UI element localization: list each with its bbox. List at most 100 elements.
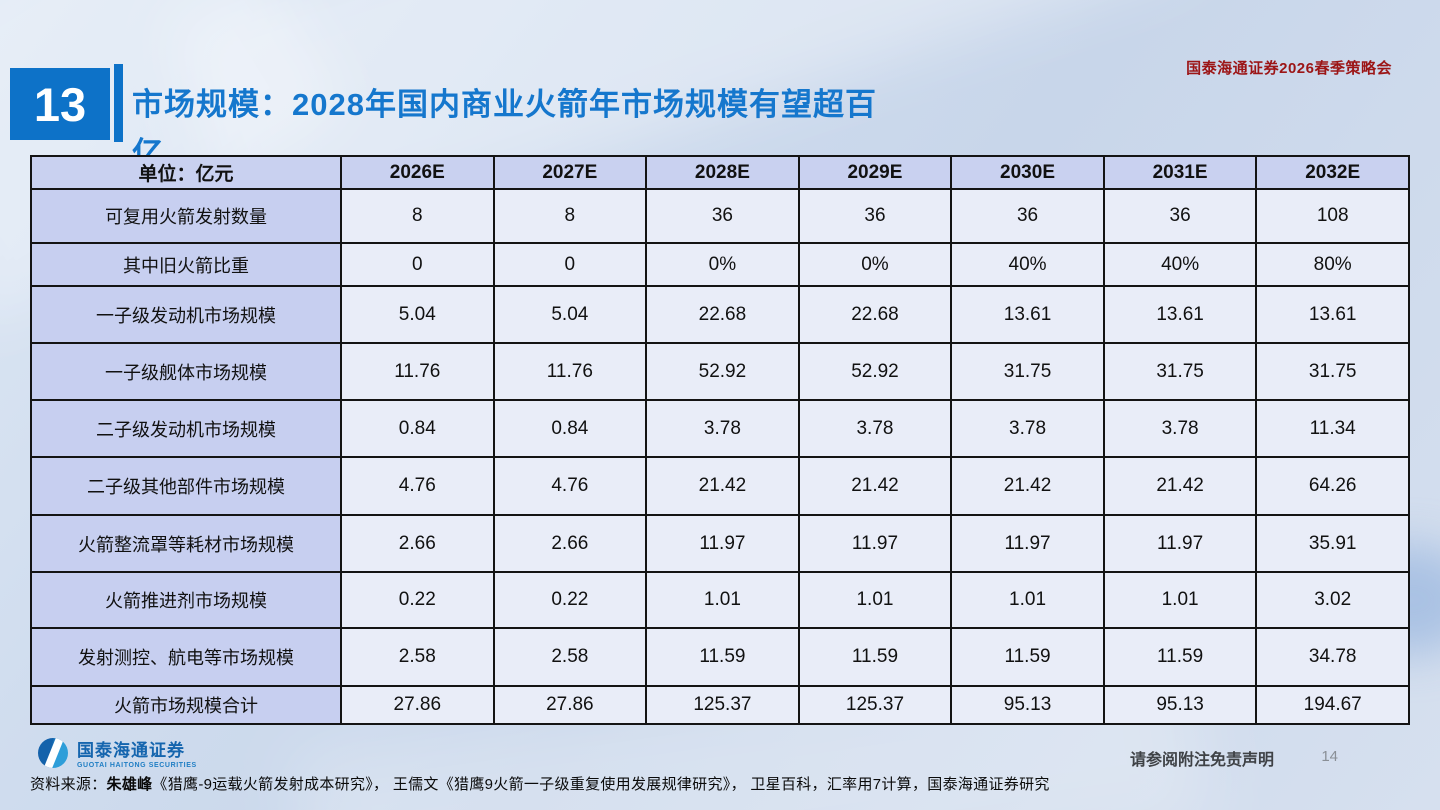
- table-cell: 11.34: [1255, 399, 1410, 458]
- table-cell: 80%: [1255, 242, 1410, 287]
- table-cell: 3.78: [797, 399, 953, 458]
- table-cell: 21.42: [950, 456, 1105, 516]
- logo-name-cn: 国泰海通证券: [77, 741, 185, 760]
- table-cell: 22.68: [645, 285, 800, 344]
- table-cell: 64.26: [1255, 456, 1410, 516]
- table-cell: 13.61: [950, 285, 1105, 344]
- table-cell: 13.61: [1255, 285, 1410, 344]
- source-author: 朱雄峰: [106, 776, 153, 793]
- table-cell: 125.37: [645, 685, 800, 725]
- row-label: 火箭整流罩等耗材市场规模: [30, 514, 342, 573]
- table-cell: 5.04: [340, 285, 495, 344]
- table-cell: 36: [797, 188, 953, 244]
- table-cell: 11.59: [797, 627, 953, 687]
- table-cell: 11.97: [645, 514, 800, 573]
- table-row: 二子级发动机市场规模 0.84 0.84 3.78 3.78 3.78 3.78 11.34: [30, 399, 1410, 458]
- table-row: 二子级其他部件市场规模 4.76 4.76 21.42 21.42 21.42 21.42 6…: [30, 456, 1410, 516]
- table-cell: 3.78: [950, 399, 1105, 458]
- table-row: 火箭整流罩等耗材市场规模 2.66 2.66 11.97 11.97 11.97 11.97…: [30, 514, 1410, 573]
- logo-text-block: 国泰海通证券 GUOTAI HAITONG SECURITIES: [77, 736, 197, 769]
- year-header-cell-4: 2030E: [950, 155, 1105, 190]
- table-cell: 95.13: [950, 685, 1105, 725]
- table-cell: 4.76: [340, 456, 495, 516]
- table-cell: 21.42: [797, 456, 953, 516]
- logo-name-en: GUOTAI HAITONG SECURITIES: [77, 762, 197, 769]
- year-header-cell-1: 2027E: [492, 155, 648, 190]
- source-rest: 《猎鹰-9运载火箭发射成本研究》， 王儒文《猎鹰9火箭一子级重复使用发展规律研究…: [152, 776, 1050, 793]
- table-cell: 36: [950, 188, 1105, 244]
- table-cell: 13.61: [1102, 285, 1258, 344]
- table-cell: 11.76: [340, 342, 495, 401]
- table-cell: 34.78: [1255, 627, 1410, 687]
- table-cell: 108: [1255, 188, 1410, 244]
- table-cell: 21.42: [645, 456, 800, 516]
- table-cell: 2.58: [492, 627, 648, 687]
- row-label: 一子级舰体市场规模: [30, 342, 342, 401]
- row-label: 一子级发动机市场规模: [30, 285, 342, 344]
- table-row: 其中旧火箭比重 0 0 0% 0% 40% 40% 80%: [30, 242, 1410, 287]
- table-cell: 31.75: [1255, 342, 1410, 401]
- row-label: 二子级其他部件市场规模: [30, 456, 342, 516]
- table-cell: 1.01: [797, 571, 953, 629]
- year-header-cell-5: 2031E: [1102, 155, 1258, 190]
- table-cell: 40%: [950, 242, 1105, 287]
- table-cell: 8: [340, 188, 495, 244]
- row-label: 火箭市场规模合计: [30, 685, 342, 725]
- table-row: 一子级发动机市场规模 5.04 5.04 22.68 22.68 13.61 13.61 13…: [30, 285, 1410, 344]
- year-header-cell-2: 2028E: [645, 155, 800, 190]
- page-title-line1: 市场规模：2028年国内商业火箭年市场规模有望超百: [132, 87, 877, 122]
- table-cell: 0.84: [492, 399, 648, 458]
- table-cell: 0%: [645, 242, 800, 287]
- table-cell: 2.66: [340, 514, 495, 573]
- table-cell: 5.04: [492, 285, 648, 344]
- year-header-cell-0: 2026E: [340, 155, 495, 190]
- table-cell: 3.78: [1102, 399, 1258, 458]
- table-cell: 0.22: [492, 571, 648, 629]
- table-cell: 1.01: [645, 571, 800, 629]
- table-cell: 3.78: [645, 399, 800, 458]
- disclaimer-note: 请参阅附注免责声明: [1129, 752, 1274, 769]
- table-cell: 36: [645, 188, 800, 244]
- table-row: 火箭推进剂市场规模 0.22 0.22 1.01 1.01 1.01 1.01 3.02: [30, 571, 1410, 629]
- table-cell: 35.91: [1255, 514, 1410, 573]
- table-header-row: 单位：亿元 2026E 2027E 2028E 2029E 2030E 2031E 2032E: [30, 155, 1410, 190]
- market-table-body: 单位：亿元 2026E 2027E 2028E 2029E 2030E 2031E 2032E…: [30, 155, 1410, 725]
- table-cell: 31.75: [1102, 342, 1258, 401]
- table-cell: 40%: [1102, 242, 1258, 287]
- table-cell: 11.59: [1102, 627, 1258, 687]
- table-cell: 1.01: [950, 571, 1105, 629]
- row-label: 其中旧火箭比重: [30, 242, 342, 287]
- source-citation: 资料来源：朱雄峰《猎鹰-9运载火箭发射成本研究》， 王儒文《猎鹰9火箭一子级重复…: [30, 773, 1420, 794]
- table-cell: 11.59: [645, 627, 800, 687]
- table-cell: 27.86: [492, 685, 648, 725]
- table-row: 发射测控、航电等市场规模 2.58 2.58 11.59 11.59 11.59 11.59…: [30, 627, 1410, 687]
- slide-number-box: 13: [10, 68, 110, 140]
- row-label: 发射测控、航电等市场规模: [30, 627, 342, 687]
- title-accent-bar: [114, 64, 123, 142]
- table-cell: 11.97: [1102, 514, 1258, 573]
- row-label: 火箭推进剂市场规模: [30, 571, 342, 629]
- conference-label: 国泰海通证券2026春季策略会: [1186, 60, 1392, 77]
- table-cell: 0.22: [340, 571, 495, 629]
- table-cell: 4.76: [492, 456, 648, 516]
- page-title: 市场规模：2028年国内商业火箭年市场规模有望超百 亿.: [132, 80, 1152, 155]
- table-cell: 22.68: [797, 285, 953, 344]
- source-prefix: 资料来源：: [30, 776, 107, 793]
- table-cell: 36: [1102, 188, 1258, 244]
- table-cell: 8: [492, 188, 648, 244]
- table-row: 火箭市场规模合计 27.86 27.86 125.37 125.37 95.13 95.13…: [30, 685, 1410, 725]
- page-number: 14: [1321, 748, 1338, 765]
- table-cell: 0: [492, 242, 648, 287]
- table-row: 可复用火箭发射数量 8 8 36 36 36 36 108: [30, 188, 1410, 244]
- table-row: 一子级舰体市场规模 11.76 11.76 52.92 52.92 31.75 31.75 3…: [30, 342, 1410, 401]
- table-cell: 0: [340, 242, 495, 287]
- table-cell: 2.58: [340, 627, 495, 687]
- row-label: 二子级发动机市场规模: [30, 399, 342, 458]
- year-header-cell-3: 2029E: [797, 155, 953, 190]
- company-logo-icon: [38, 737, 68, 768]
- table-cell: 21.42: [1102, 456, 1258, 516]
- page-title-line2: 亿.: [132, 136, 174, 155]
- table-cell: 0.84: [340, 399, 495, 458]
- table-cell: 52.92: [645, 342, 800, 401]
